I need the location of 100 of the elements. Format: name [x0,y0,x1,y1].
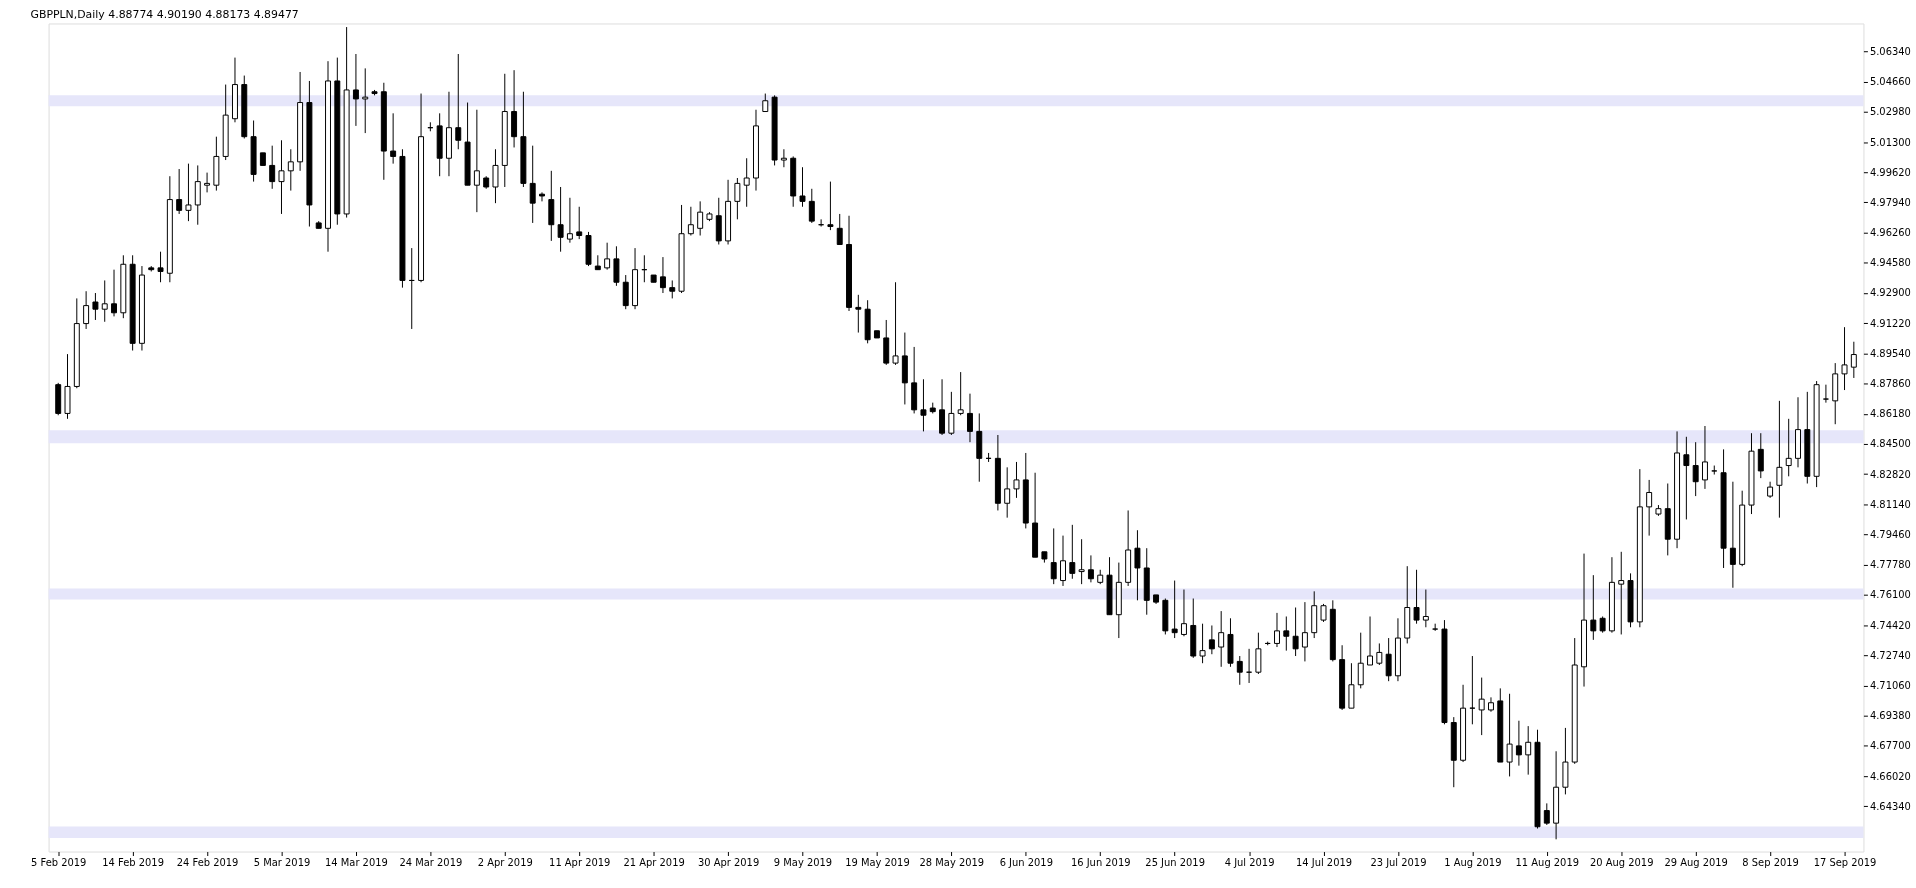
candlestick [1078,538,1085,585]
x-tick-label: 20 Aug 2019 [1590,856,1654,868]
candlestick [1701,425,1708,490]
x-tick-label: 28 May 2019 [919,856,985,868]
x-tick-label: 16 Jun 2019 [1070,856,1131,868]
candlestick [1757,432,1764,479]
y-tick-label: 4.72740 [1869,649,1911,661]
candlestick [734,177,741,220]
x-tick-label: 5 Feb 2019 [31,856,87,868]
candlestick [352,53,359,127]
candlestick [1134,529,1141,601]
x-tick-label: 1 Aug 2019 [1444,856,1502,868]
candlestick [1469,655,1476,725]
candlestick [1218,610,1225,668]
x-tick-label: 14 Mar 2019 [325,856,388,868]
y-tick-label: 4.79460 [1869,529,1911,541]
candlestick [1618,551,1625,635]
candlestick [1729,481,1736,589]
x-tick-label: 19 May 2019 [845,856,910,868]
candlestick [92,292,99,321]
candlestick [1683,436,1690,520]
candlestick [920,378,927,432]
y-tick-label: 4.74420 [1869,619,1911,631]
candlestick [1236,655,1243,686]
candlestick [1413,569,1420,625]
candlestick [1776,400,1783,519]
candlestick [622,274,629,310]
y-tick-label: 5.06340 [1869,45,1911,57]
candlestick [390,112,397,165]
candlestick [1301,601,1308,662]
y-tick-label: 4.89540 [1869,347,1911,359]
candlestick [743,157,750,208]
candlestick [1283,615,1290,652]
candlestick [185,163,192,222]
y-tick-label: 4.86180 [1869,408,1911,420]
candlestick [1785,418,1792,477]
y-tick-label: 4.67700 [1869,740,1911,752]
candlestick [1199,623,1206,664]
candlestick [827,181,834,231]
candlestick [362,67,369,134]
candlestick [204,172,211,193]
candlestick [604,242,611,271]
candlestick [1013,461,1020,499]
candlestick [529,145,536,224]
candlestick [1292,607,1299,657]
candlestick [1255,632,1262,675]
candlestick [1850,341,1857,379]
candlestick [1050,527,1057,585]
y-tick-label: 4.81140 [1869,498,1911,510]
candlestick [1208,624,1215,655]
candlestick [780,148,787,168]
candlestick [1357,632,1364,689]
candlestick [1087,554,1094,583]
candlestick [111,269,118,317]
y-tick-label: 4.99620 [1869,166,1911,178]
candlestick [1004,466,1011,519]
candlestick [948,391,955,436]
x-tick-label: 6 Jun 2019 [999,856,1053,868]
candlestick [101,279,108,323]
y-tick-label: 4.76100 [1869,589,1911,601]
candlestick [473,109,480,213]
candlestick [1506,693,1513,777]
candlestick [659,256,666,294]
candlestick [287,148,294,192]
candlestick [1515,720,1522,767]
y-tick-label: 4.77780 [1869,559,1911,571]
candlestick [892,281,899,366]
candlestick [1646,479,1653,537]
candlestick [557,186,564,253]
candlestick [539,191,545,202]
candlestick [939,378,946,436]
candlestick [613,245,620,287]
candlestick [1525,725,1532,776]
candlestick [1060,535,1066,587]
y-tick-label: 4.94580 [1869,257,1911,269]
y-tick-label: 4.96260 [1869,227,1911,239]
candlestick [1841,326,1848,391]
y-tick-label: 4.64340 [1869,800,1911,812]
candlestick [1069,524,1076,580]
y-tick-label: 5.01300 [1869,136,1911,148]
y-tick-label: 5.02980 [1869,106,1911,118]
y-tick-label: 5.04660 [1869,76,1911,88]
x-tick-label: 30 Apr 2019 [697,856,760,868]
candlestick [492,148,499,204]
candlestick [697,200,704,237]
x-tick-label: 4 Jul 2019 [1224,856,1275,868]
candlestick [1385,637,1392,682]
candlestick [966,393,973,443]
candlestick [194,164,201,226]
y-tick-label: 4.69380 [1869,710,1911,722]
x-tick-label: 21 Apr 2019 [623,856,685,868]
y-tick-label: 4.71060 [1869,679,1911,691]
x-tick-label: 17 Sep 2019 [1813,856,1877,868]
y-tick-label: 4.92900 [1869,287,1911,299]
x-tick-label: 11 Aug 2019 [1515,856,1580,868]
candlestick [808,188,815,224]
candlestick [1171,580,1178,639]
candlestick [799,166,806,208]
y-tick-label: 4.82820 [1869,468,1911,480]
x-tick-label: 24 Mar 2019 [399,856,463,868]
